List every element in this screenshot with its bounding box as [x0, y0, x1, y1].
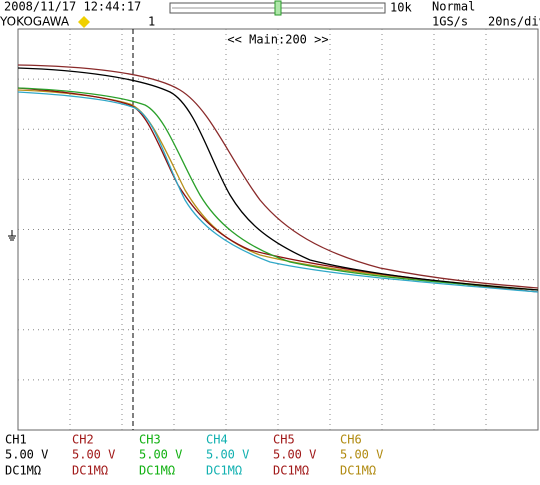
trigger-count: 1	[148, 15, 155, 29]
channel-scale: 5.00 V	[273, 448, 316, 462]
channel-scale: 5.00 V	[340, 448, 383, 462]
slider-max: 10k	[390, 1, 412, 15]
trace-ch1	[17, 67, 539, 291]
channel-scale: 5.00 V	[139, 448, 182, 462]
graticule	[17, 28, 539, 431]
acq-mode: Normal	[432, 0, 475, 14]
sample-rate: 1GS/s	[432, 15, 468, 29]
channel-coupling: DC1MΩ	[5, 464, 41, 478]
channel-coupling: DC1MΩ	[139, 464, 175, 478]
channel-scale: 5.00 V	[206, 448, 249, 462]
trace-ch3	[17, 87, 539, 291]
channel-coupling: DC1MΩ	[273, 464, 309, 478]
channel-coupling: DC1MΩ	[206, 464, 242, 478]
status-diamond	[78, 16, 90, 28]
trace-ch2	[17, 64, 539, 289]
channel-scale: 5.00 V	[5, 448, 48, 462]
channel-coupling: DC1MΩ	[340, 464, 376, 478]
zoom-label: << Main:200 >>	[227, 33, 328, 47]
channel-coupling: DC1MΩ	[72, 464, 108, 478]
channel-name: CH1	[5, 433, 27, 447]
channel-name: CH4	[206, 433, 228, 447]
brand: YOKOGAWA	[0, 15, 70, 29]
ground-marker	[8, 230, 16, 241]
channel-name: CH6	[340, 433, 362, 447]
channel-name: CH3	[139, 433, 161, 447]
time-div: 20ns/div	[488, 15, 540, 29]
channel-name: CH5	[273, 433, 295, 447]
trace-ch4	[17, 91, 539, 293]
datetime: 2008/11/17 12:44:17	[4, 0, 141, 14]
channel-name: CH2	[72, 433, 94, 447]
slider-thumb	[274, 0, 282, 16]
channel-scale: 5.00 V	[72, 448, 115, 462]
